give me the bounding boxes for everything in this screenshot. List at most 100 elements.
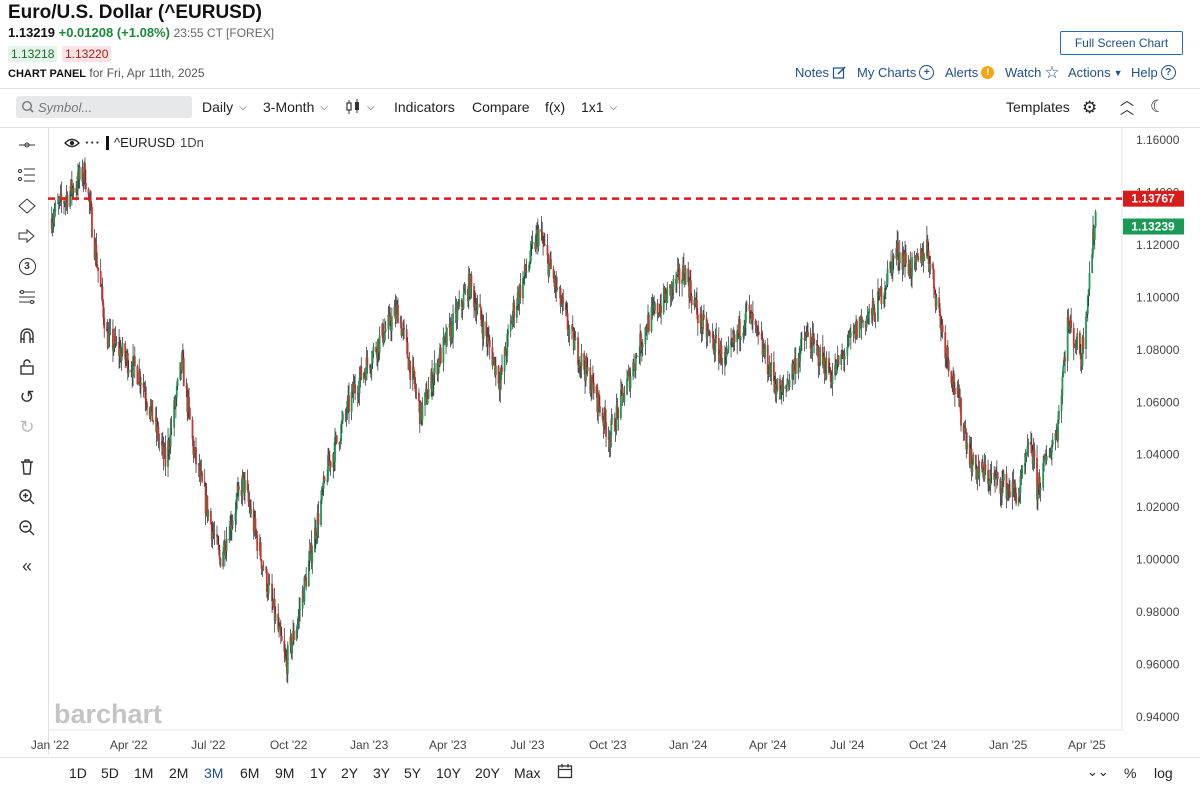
indicators-button[interactable]: Indicators (394, 99, 455, 115)
candle-body (371, 352, 374, 364)
actions-menu[interactable]: Actions ▼ (1068, 65, 1123, 80)
range-button-2y[interactable]: 2Y (341, 765, 359, 781)
candle-body (766, 344, 769, 375)
range-button-5y[interactable]: 5Y (404, 765, 422, 781)
candle-body (754, 320, 757, 325)
candle-body (646, 331, 649, 333)
layout-dropdown[interactable]: 1x1 ⌵ (581, 99, 617, 115)
candle-body (892, 255, 895, 259)
range-button-6m[interactable]: 6M (240, 765, 260, 781)
range-button-1d[interactable]: 1D (69, 765, 87, 781)
price-tag-label: 1.13239 (1131, 219, 1175, 233)
alerts-link[interactable]: Alerts ! (945, 65, 995, 80)
candle-body (577, 337, 579, 365)
undo-button[interactable]: ↺ (14, 386, 40, 408)
range-button-1m[interactable]: 1M (134, 765, 154, 781)
candle-body (213, 533, 216, 535)
candle-body (725, 353, 728, 357)
candle-body (84, 162, 86, 183)
candle-body (711, 333, 714, 339)
candle-body (234, 513, 237, 521)
candle-body (745, 303, 747, 323)
zoom-out-button[interactable] (14, 517, 40, 539)
candle-body (229, 520, 231, 541)
candle-body (102, 301, 105, 318)
candle-body (1023, 463, 1026, 467)
dark-mode-toggle[interactable]: ☾ (1150, 97, 1165, 117)
settings-button[interactable]: ⚙ (1082, 98, 1097, 118)
crosshair-tool[interactable] (14, 134, 40, 156)
symbol-search-input[interactable]: Symbol... (16, 96, 192, 118)
range-button-9m[interactable]: 9M (275, 765, 295, 781)
candle-body (800, 338, 802, 351)
candle-body (700, 313, 703, 332)
scroll-down-button[interactable]: ⌄⌄ (1087, 764, 1109, 780)
candle-body (1091, 253, 1094, 273)
period-dropdown[interactable]: 3-Month ⌵ (263, 99, 328, 115)
candle-body (78, 167, 81, 180)
candle-body (75, 187, 78, 193)
collapse-header-button[interactable]: ︿ ︿ (1120, 93, 1134, 116)
range-button-2m[interactable]: 2M (169, 765, 189, 781)
function-button[interactable]: f(x) (545, 99, 566, 115)
candle-body (886, 268, 889, 285)
candle-body (360, 366, 363, 380)
range-button-max[interactable]: Max (514, 765, 541, 781)
shapes-tool[interactable] (14, 195, 40, 217)
candle-body (885, 284, 888, 288)
notes-link[interactable]: Notes (795, 65, 847, 80)
legend-menu-icon[interactable]: ··· (85, 135, 101, 150)
candle-body (550, 259, 552, 270)
watch-link[interactable]: Watch ☆ (1005, 64, 1060, 81)
candle-body (181, 352, 184, 358)
candle-body (145, 398, 148, 404)
candle-body (412, 366, 415, 372)
candle-body (640, 347, 643, 351)
eye-icon[interactable] (64, 137, 80, 149)
interval-label: Daily (202, 99, 234, 115)
lines-tool[interactable] (14, 164, 40, 186)
candle-body (247, 490, 250, 502)
range-button-5d[interactable]: 5D (101, 765, 119, 781)
lock-tool[interactable] (14, 356, 40, 378)
candle-body (192, 438, 195, 455)
interval-dropdown[interactable]: Daily ⌵ (202, 99, 247, 115)
count-tool[interactable]: 3 (14, 255, 40, 277)
candle-body (1030, 444, 1033, 453)
fib-tool[interactable] (14, 286, 40, 308)
date-range-button[interactable] (557, 763, 573, 784)
templates-button[interactable]: Templates (1006, 99, 1070, 115)
range-button-1y[interactable]: 1Y (310, 765, 328, 781)
chart-type-dropdown[interactable]: ⌵ (345, 99, 375, 115)
range-button-20y[interactable]: 20Y (475, 765, 500, 781)
zoom-in-button[interactable] (14, 486, 40, 508)
range-button-3m[interactable]: 3M (204, 765, 224, 781)
shape-icon (18, 198, 36, 214)
candle-body (1008, 486, 1010, 492)
range-button-10y[interactable]: 10Y (436, 765, 461, 781)
compare-button[interactable]: Compare (472, 99, 530, 115)
candle-body (871, 300, 874, 316)
arrow-tool[interactable] (14, 225, 40, 247)
my-charts-link[interactable]: My Charts + (857, 65, 935, 80)
candle-body (1019, 476, 1022, 493)
candle-body (146, 403, 148, 408)
full-screen-chart-button[interactable]: Full Screen Chart (1060, 31, 1183, 55)
log-scale-toggle[interactable]: log (1154, 765, 1173, 781)
collapse-sidebar-button[interactable]: « (14, 555, 40, 577)
candle-body (815, 343, 818, 346)
candle-body (724, 352, 726, 364)
percent-scale-toggle[interactable]: % (1124, 765, 1137, 781)
candle-body (583, 353, 586, 370)
delete-drawings-button[interactable] (14, 456, 40, 478)
range-button-3y[interactable]: 3Y (373, 765, 391, 781)
help-link[interactable]: Help ? (1131, 65, 1176, 80)
magnet-tool[interactable] (14, 325, 40, 347)
candle-body (743, 327, 746, 333)
x-tick-label: Apr '23 (429, 738, 467, 752)
candle-body (84, 182, 87, 190)
candle-body (650, 306, 653, 332)
candle-body (91, 207, 93, 238)
redo-button[interactable]: ↻ (14, 416, 40, 438)
